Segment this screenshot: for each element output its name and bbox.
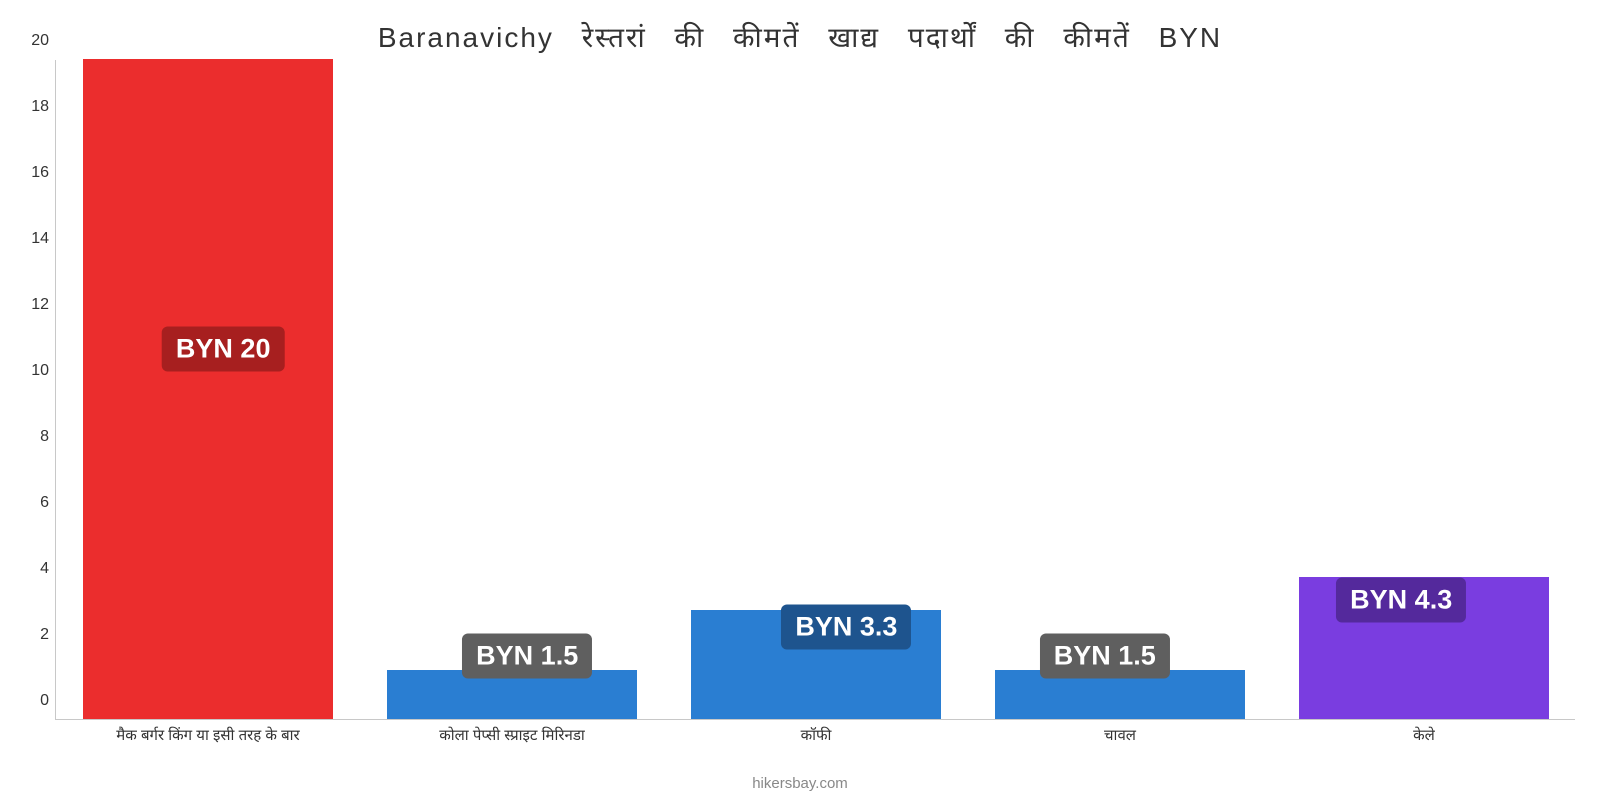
y-tick: 6 — [11, 494, 49, 512]
chart-footer: hikersbay.com — [0, 775, 1600, 792]
y-tick: 20 — [11, 32, 49, 50]
plot-area: 02468101214161820मैक बर्गर किंग या इसी त… — [55, 60, 1575, 720]
bar-value-label: BYN 1.5 — [462, 634, 592, 679]
chart-title: Baranavichy रेस्तरां की कीमतें खाद्य पदा… — [0, 0, 1600, 56]
bar-value-label: BYN 3.3 — [781, 604, 911, 649]
bar-slot — [387, 59, 636, 719]
x-tick-label: कोला पेप्सी स्प्राइट मिरिनडा — [362, 725, 662, 745]
bar-value-label: BYN 20 — [162, 327, 285, 372]
y-tick: 18 — [11, 98, 49, 116]
bar-slot — [83, 59, 332, 719]
x-tick-label: केले — [1274, 725, 1574, 745]
y-tick: 8 — [11, 428, 49, 446]
x-tick-label: कॉफी — [666, 725, 966, 745]
y-tick: 10 — [11, 362, 49, 380]
x-tick-label: मैक बर्गर किंग या इसी तरह के बार — [58, 725, 358, 745]
y-tick: 16 — [11, 164, 49, 182]
x-tick-label: चावल — [970, 725, 1270, 745]
bar-value-label: BYN 1.5 — [1040, 634, 1170, 679]
y-tick: 14 — [11, 230, 49, 248]
chart-container: Baranavichy रेस्तरां की कीमतें खाद्य पदा… — [0, 0, 1600, 800]
y-tick: 0 — [11, 692, 49, 710]
bar — [83, 59, 332, 719]
bar-slot — [995, 59, 1244, 719]
y-tick: 2 — [11, 626, 49, 644]
y-tick: 12 — [11, 296, 49, 314]
bar-value-label: BYN 4.3 — [1336, 578, 1466, 623]
y-tick: 4 — [11, 560, 49, 578]
